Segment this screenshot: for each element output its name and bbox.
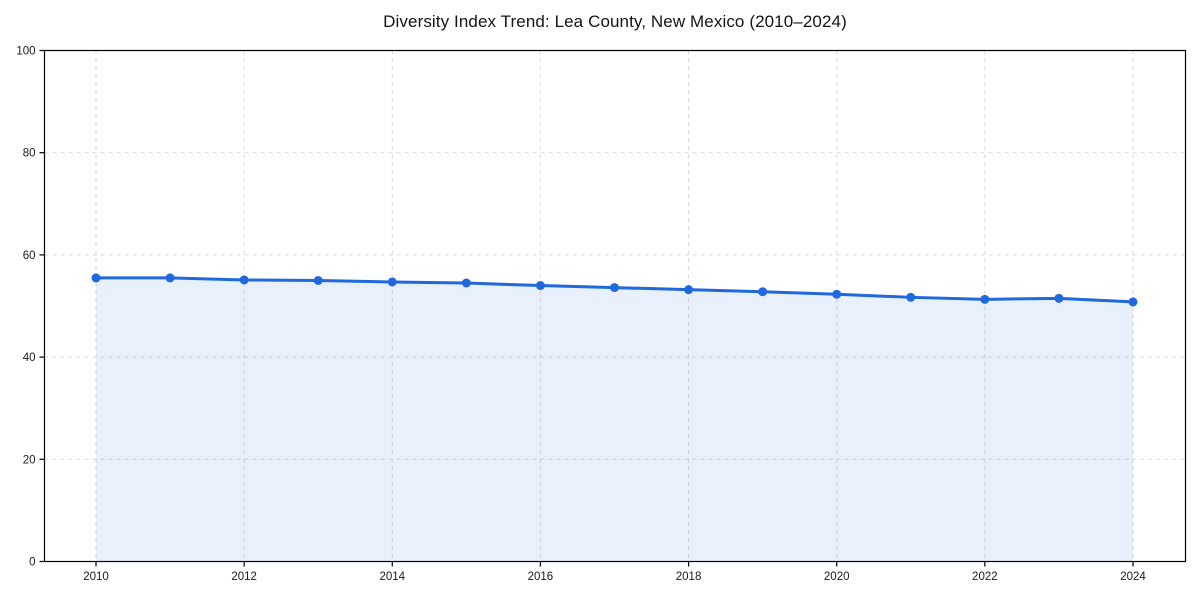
- chart-title: Diversity Index Trend: Lea County, New M…: [383, 12, 847, 31]
- data-point-2020: [832, 289, 842, 299]
- y-tick-label: 0: [29, 557, 35, 569]
- data-point-2013: [313, 275, 323, 285]
- x-tick-label: 2016: [528, 571, 554, 583]
- data-point-2011: [165, 273, 175, 283]
- data-point-2010: [91, 273, 101, 283]
- y-tick-label: 60: [23, 250, 36, 262]
- x-tick-label: 2014: [379, 571, 405, 583]
- plot-frame: [43, 49, 1187, 563]
- data-point-2023: [1054, 293, 1064, 303]
- x-tick-label: 2018: [676, 571, 702, 583]
- data-point-2012: [239, 275, 249, 285]
- data-point-2015: [461, 278, 471, 288]
- data-point-2017: [610, 283, 619, 293]
- y-tick-label: 20: [23, 454, 36, 466]
- x-tick-label: 2024: [1120, 571, 1146, 583]
- x-tick-label: 2012: [231, 571, 257, 583]
- y-tick-label: 40: [23, 352, 36, 364]
- y-tick-label: 100: [16, 46, 35, 58]
- data-point-2014: [387, 277, 397, 287]
- y-tick-label: 80: [23, 148, 36, 160]
- x-tick-label: 2020: [824, 571, 850, 583]
- area-fill: [96, 277, 1133, 562]
- data-point-2024: [1128, 297, 1138, 307]
- data-point-2018: [684, 285, 694, 295]
- x-tick-label: 2010: [83, 571, 109, 583]
- data-point-2022: [980, 294, 990, 304]
- data-point-2021: [906, 292, 916, 302]
- data-point-2016: [535, 281, 545, 291]
- data-point-2019: [758, 287, 768, 297]
- x-tick-label: 2022: [972, 571, 998, 583]
